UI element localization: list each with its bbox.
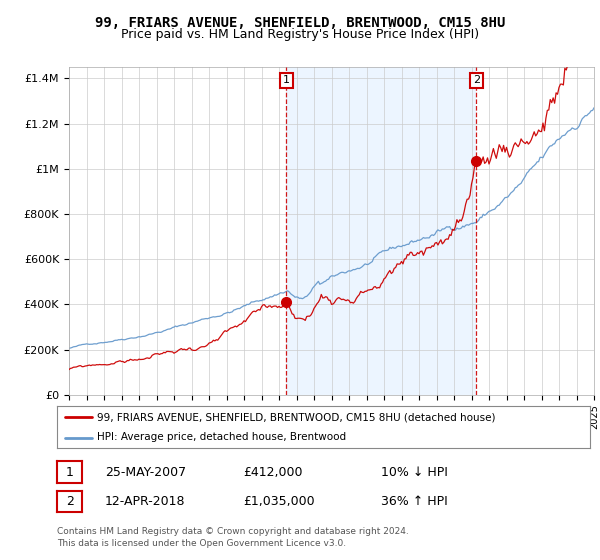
Text: 36% ↑ HPI: 36% ↑ HPI — [381, 494, 448, 508]
Text: 99, FRIARS AVENUE, SHENFIELD, BRENTWOOD, CM15 8HU (detached house): 99, FRIARS AVENUE, SHENFIELD, BRENTWOOD,… — [97, 412, 496, 422]
Text: 25-MAY-2007: 25-MAY-2007 — [105, 465, 186, 479]
Text: £1,035,000: £1,035,000 — [243, 494, 314, 508]
Text: Contains HM Land Registry data © Crown copyright and database right 2024.: Contains HM Land Registry data © Crown c… — [57, 528, 409, 536]
Text: £412,000: £412,000 — [243, 465, 302, 479]
Text: HPI: Average price, detached house, Brentwood: HPI: Average price, detached house, Bren… — [97, 432, 346, 442]
Text: 1: 1 — [65, 465, 74, 479]
Text: Price paid vs. HM Land Registry's House Price Index (HPI): Price paid vs. HM Land Registry's House … — [121, 28, 479, 41]
Text: 2: 2 — [473, 76, 480, 85]
Text: 12-APR-2018: 12-APR-2018 — [105, 494, 185, 508]
Text: 1: 1 — [283, 76, 290, 85]
Bar — [286, 67, 476, 395]
Text: 10% ↓ HPI: 10% ↓ HPI — [381, 465, 448, 479]
Text: 99, FRIARS AVENUE, SHENFIELD, BRENTWOOD, CM15 8HU: 99, FRIARS AVENUE, SHENFIELD, BRENTWOOD,… — [95, 16, 505, 30]
Text: 2: 2 — [65, 494, 74, 508]
Text: This data is licensed under the Open Government Licence v3.0.: This data is licensed under the Open Gov… — [57, 539, 346, 548]
